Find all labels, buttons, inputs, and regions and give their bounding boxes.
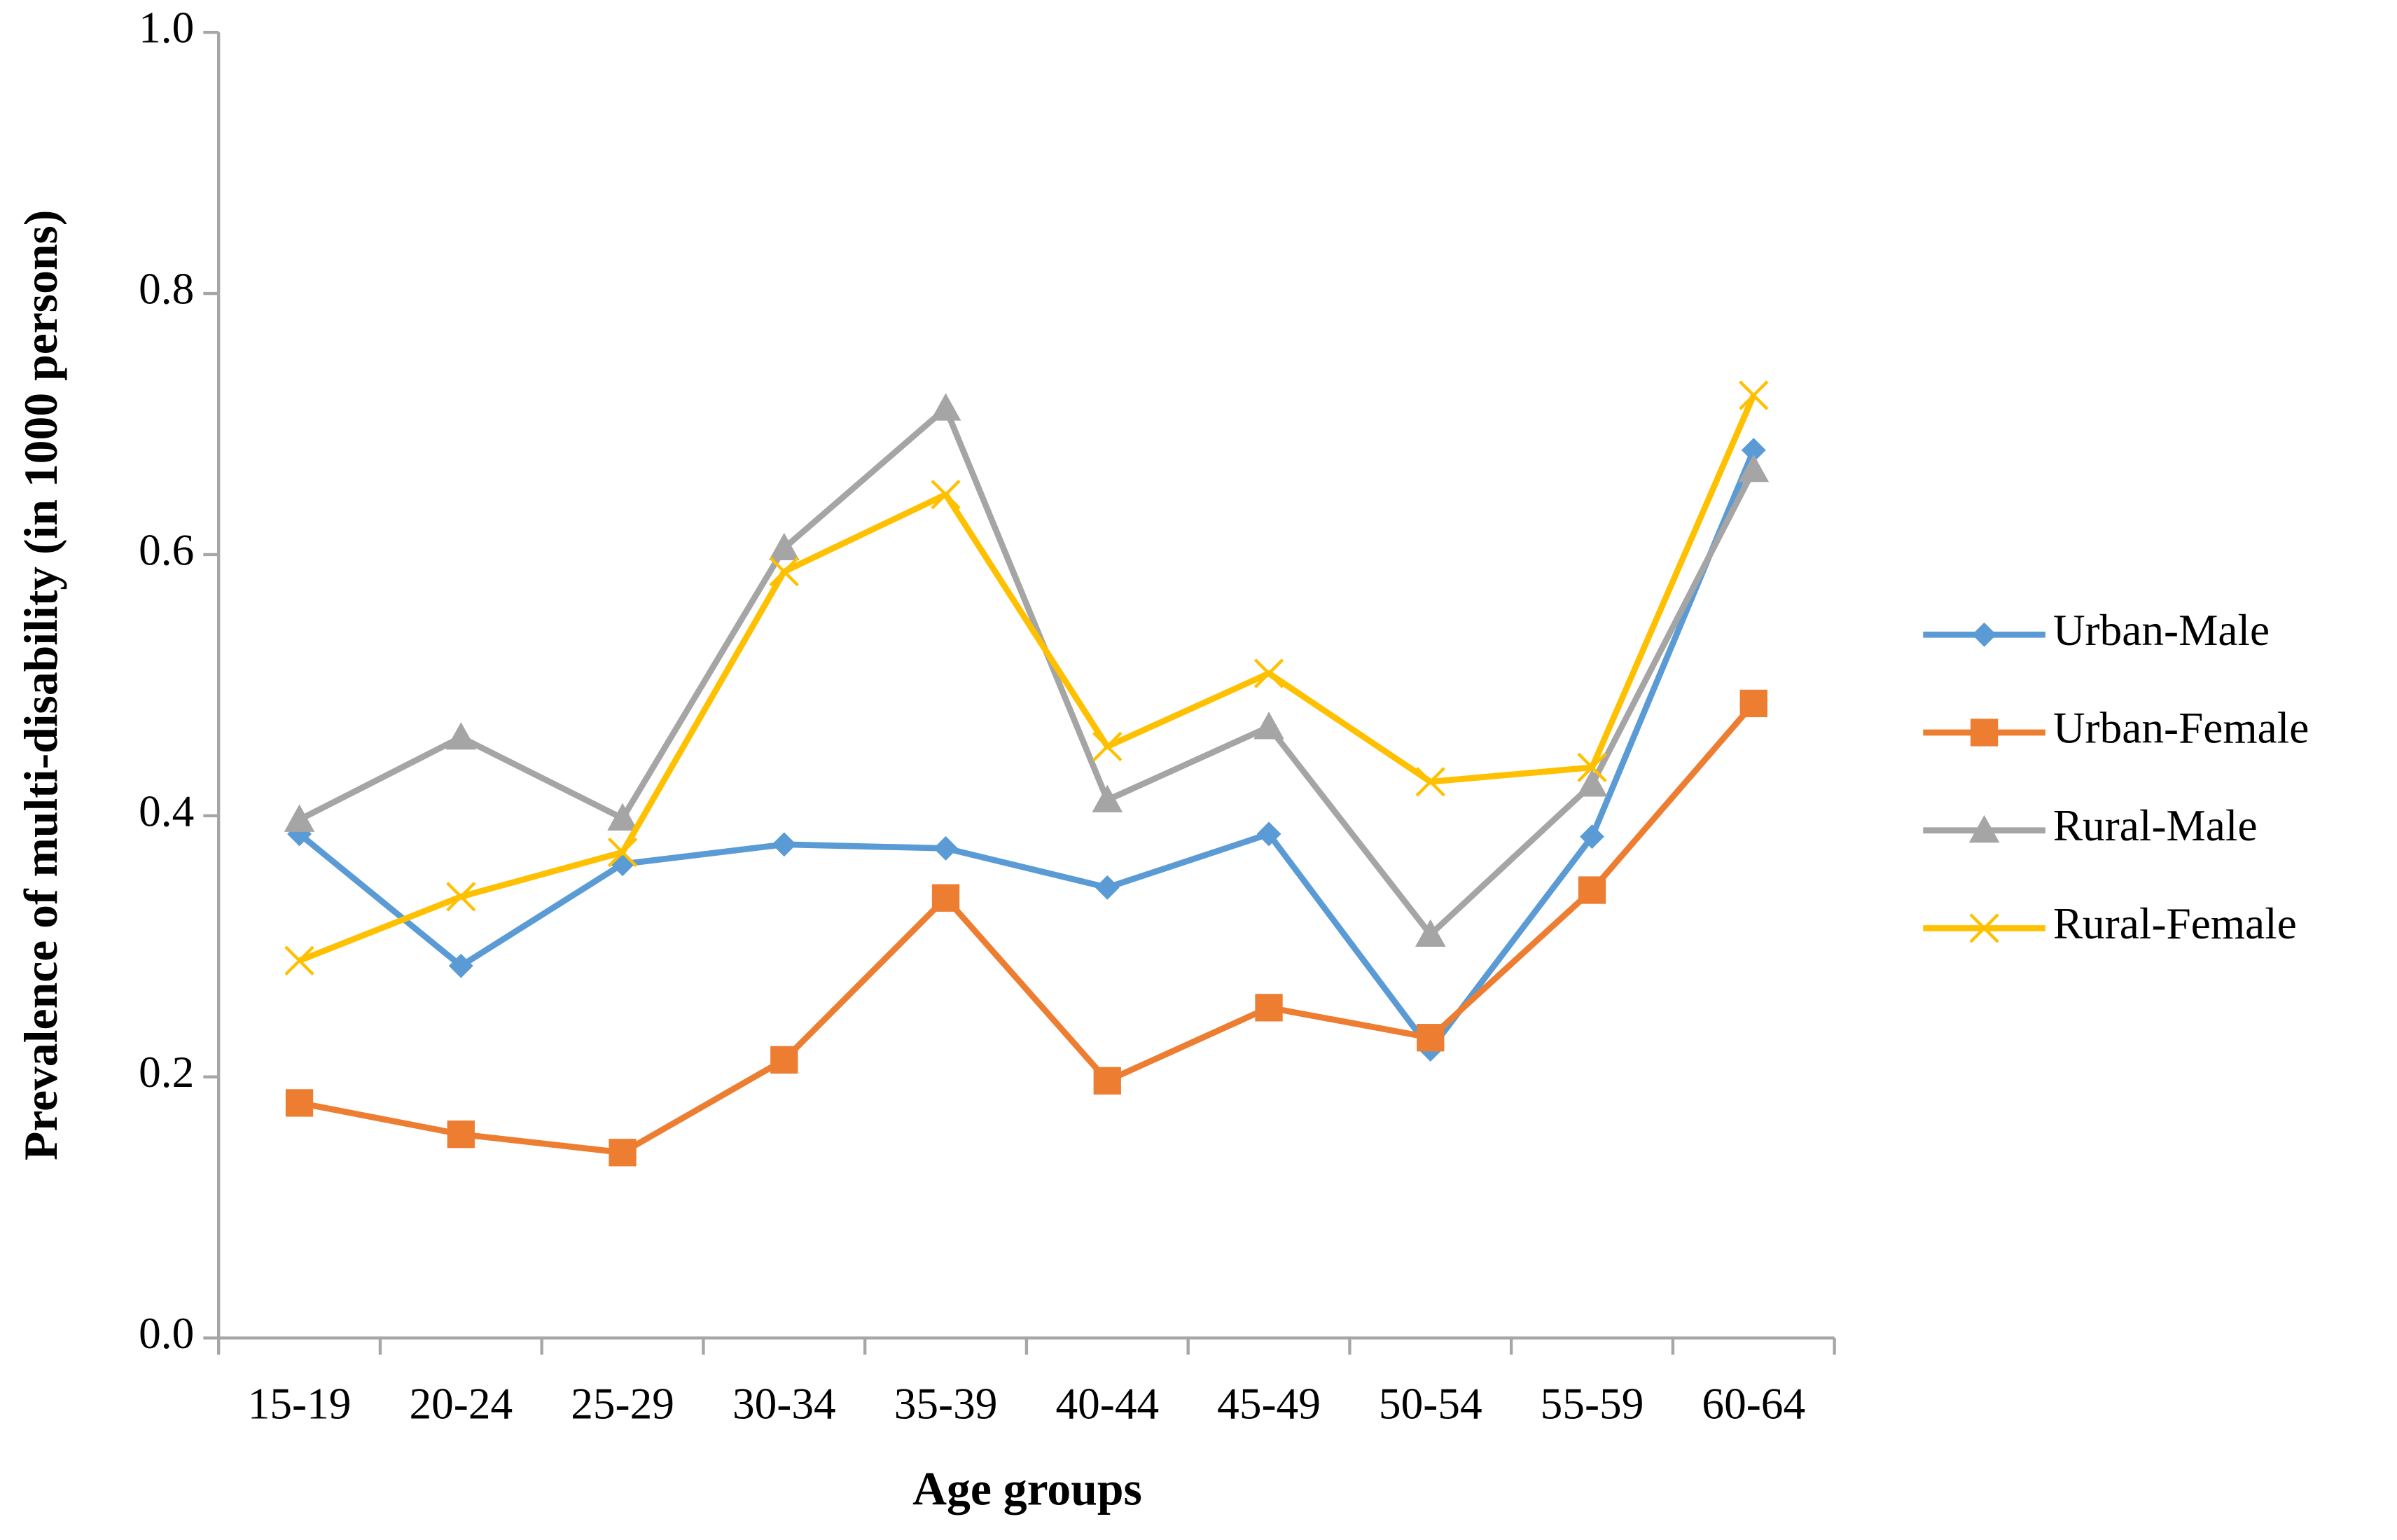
data-point: [446, 882, 476, 912]
data-point: [933, 835, 958, 861]
data-point: [768, 532, 800, 561]
data-point: [1577, 752, 1607, 782]
y-tick-label: 0.4: [139, 786, 194, 835]
data-point: [445, 722, 477, 750]
data-point: [1253, 712, 1284, 740]
legend-marker: [1970, 719, 1999, 747]
data-point: [447, 1121, 475, 1149]
legend-marker: [1968, 814, 2000, 843]
data-point: [1739, 380, 1769, 410]
y-tick-label: 0.0: [139, 1309, 194, 1358]
x-tick-label: 20-24: [409, 1379, 513, 1428]
legend-label: Rural-Female: [2053, 899, 2297, 948]
data-point: [607, 837, 638, 868]
data-point: [1739, 689, 1767, 718]
series-line: [298, 394, 1757, 964]
data-point: [607, 803, 638, 831]
series-line: [297, 449, 1757, 1053]
data-point: [1255, 994, 1283, 1022]
data-point: [284, 804, 315, 832]
x-tick-label: 50-54: [1379, 1379, 1482, 1428]
data-point: [1576, 769, 1608, 797]
y-tick-label: 0.6: [139, 525, 194, 574]
data-point: [1095, 875, 1120, 900]
data-point: [1580, 824, 1604, 849]
series-line: [298, 405, 1757, 938]
data-point: [770, 1046, 798, 1074]
x-tick-label: 60-64: [1702, 1379, 1805, 1428]
data-point: [930, 393, 961, 421]
data-point: [1092, 731, 1123, 762]
data-point: [1415, 767, 1445, 797]
data-point: [931, 479, 961, 510]
y-tick-label: 1.0: [139, 4, 194, 53]
legend-label: Rural-Male: [2053, 801, 2258, 850]
data-point: [772, 832, 797, 857]
data-point: [769, 556, 799, 587]
data-point: [1738, 454, 1770, 483]
series-line: [298, 701, 1756, 1156]
data-point: [448, 953, 473, 978]
x-tick-label: 35-39: [894, 1379, 998, 1428]
data-point: [1093, 1067, 1121, 1095]
data-point: [1092, 784, 1123, 812]
legend-label: Urban-Female: [2053, 704, 2309, 753]
data-point: [284, 945, 314, 976]
data-point: [1415, 919, 1446, 947]
x-axis-label: Age groups: [912, 1463, 1142, 1515]
data-point: [609, 1139, 637, 1167]
legend-marker: [1972, 622, 1997, 647]
y-tick-label: 0.2: [139, 1048, 194, 1097]
data-point: [285, 1089, 314, 1117]
data-point: [1417, 1024, 1445, 1052]
x-tick-label: 25-29: [571, 1379, 674, 1428]
x-tick-label: 30-34: [732, 1379, 836, 1428]
data-point: [931, 884, 960, 912]
x-tick-label: 40-44: [1055, 1379, 1159, 1428]
data-point: [1256, 821, 1281, 847]
x-tick-label: 15-19: [248, 1379, 352, 1428]
y-axis-label: Prevalence of multi-disability (in 1000 …: [15, 210, 67, 1160]
x-tick-label: 55-59: [1541, 1379, 1644, 1428]
data-point: [1578, 876, 1606, 904]
y-tick-label: 0.8: [139, 265, 194, 314]
x-tick-label: 45-49: [1217, 1379, 1321, 1428]
legend-marker: [1969, 913, 1999, 943]
legend-label: Urban-Male: [2053, 606, 2270, 655]
data-point: [1253, 658, 1284, 688]
